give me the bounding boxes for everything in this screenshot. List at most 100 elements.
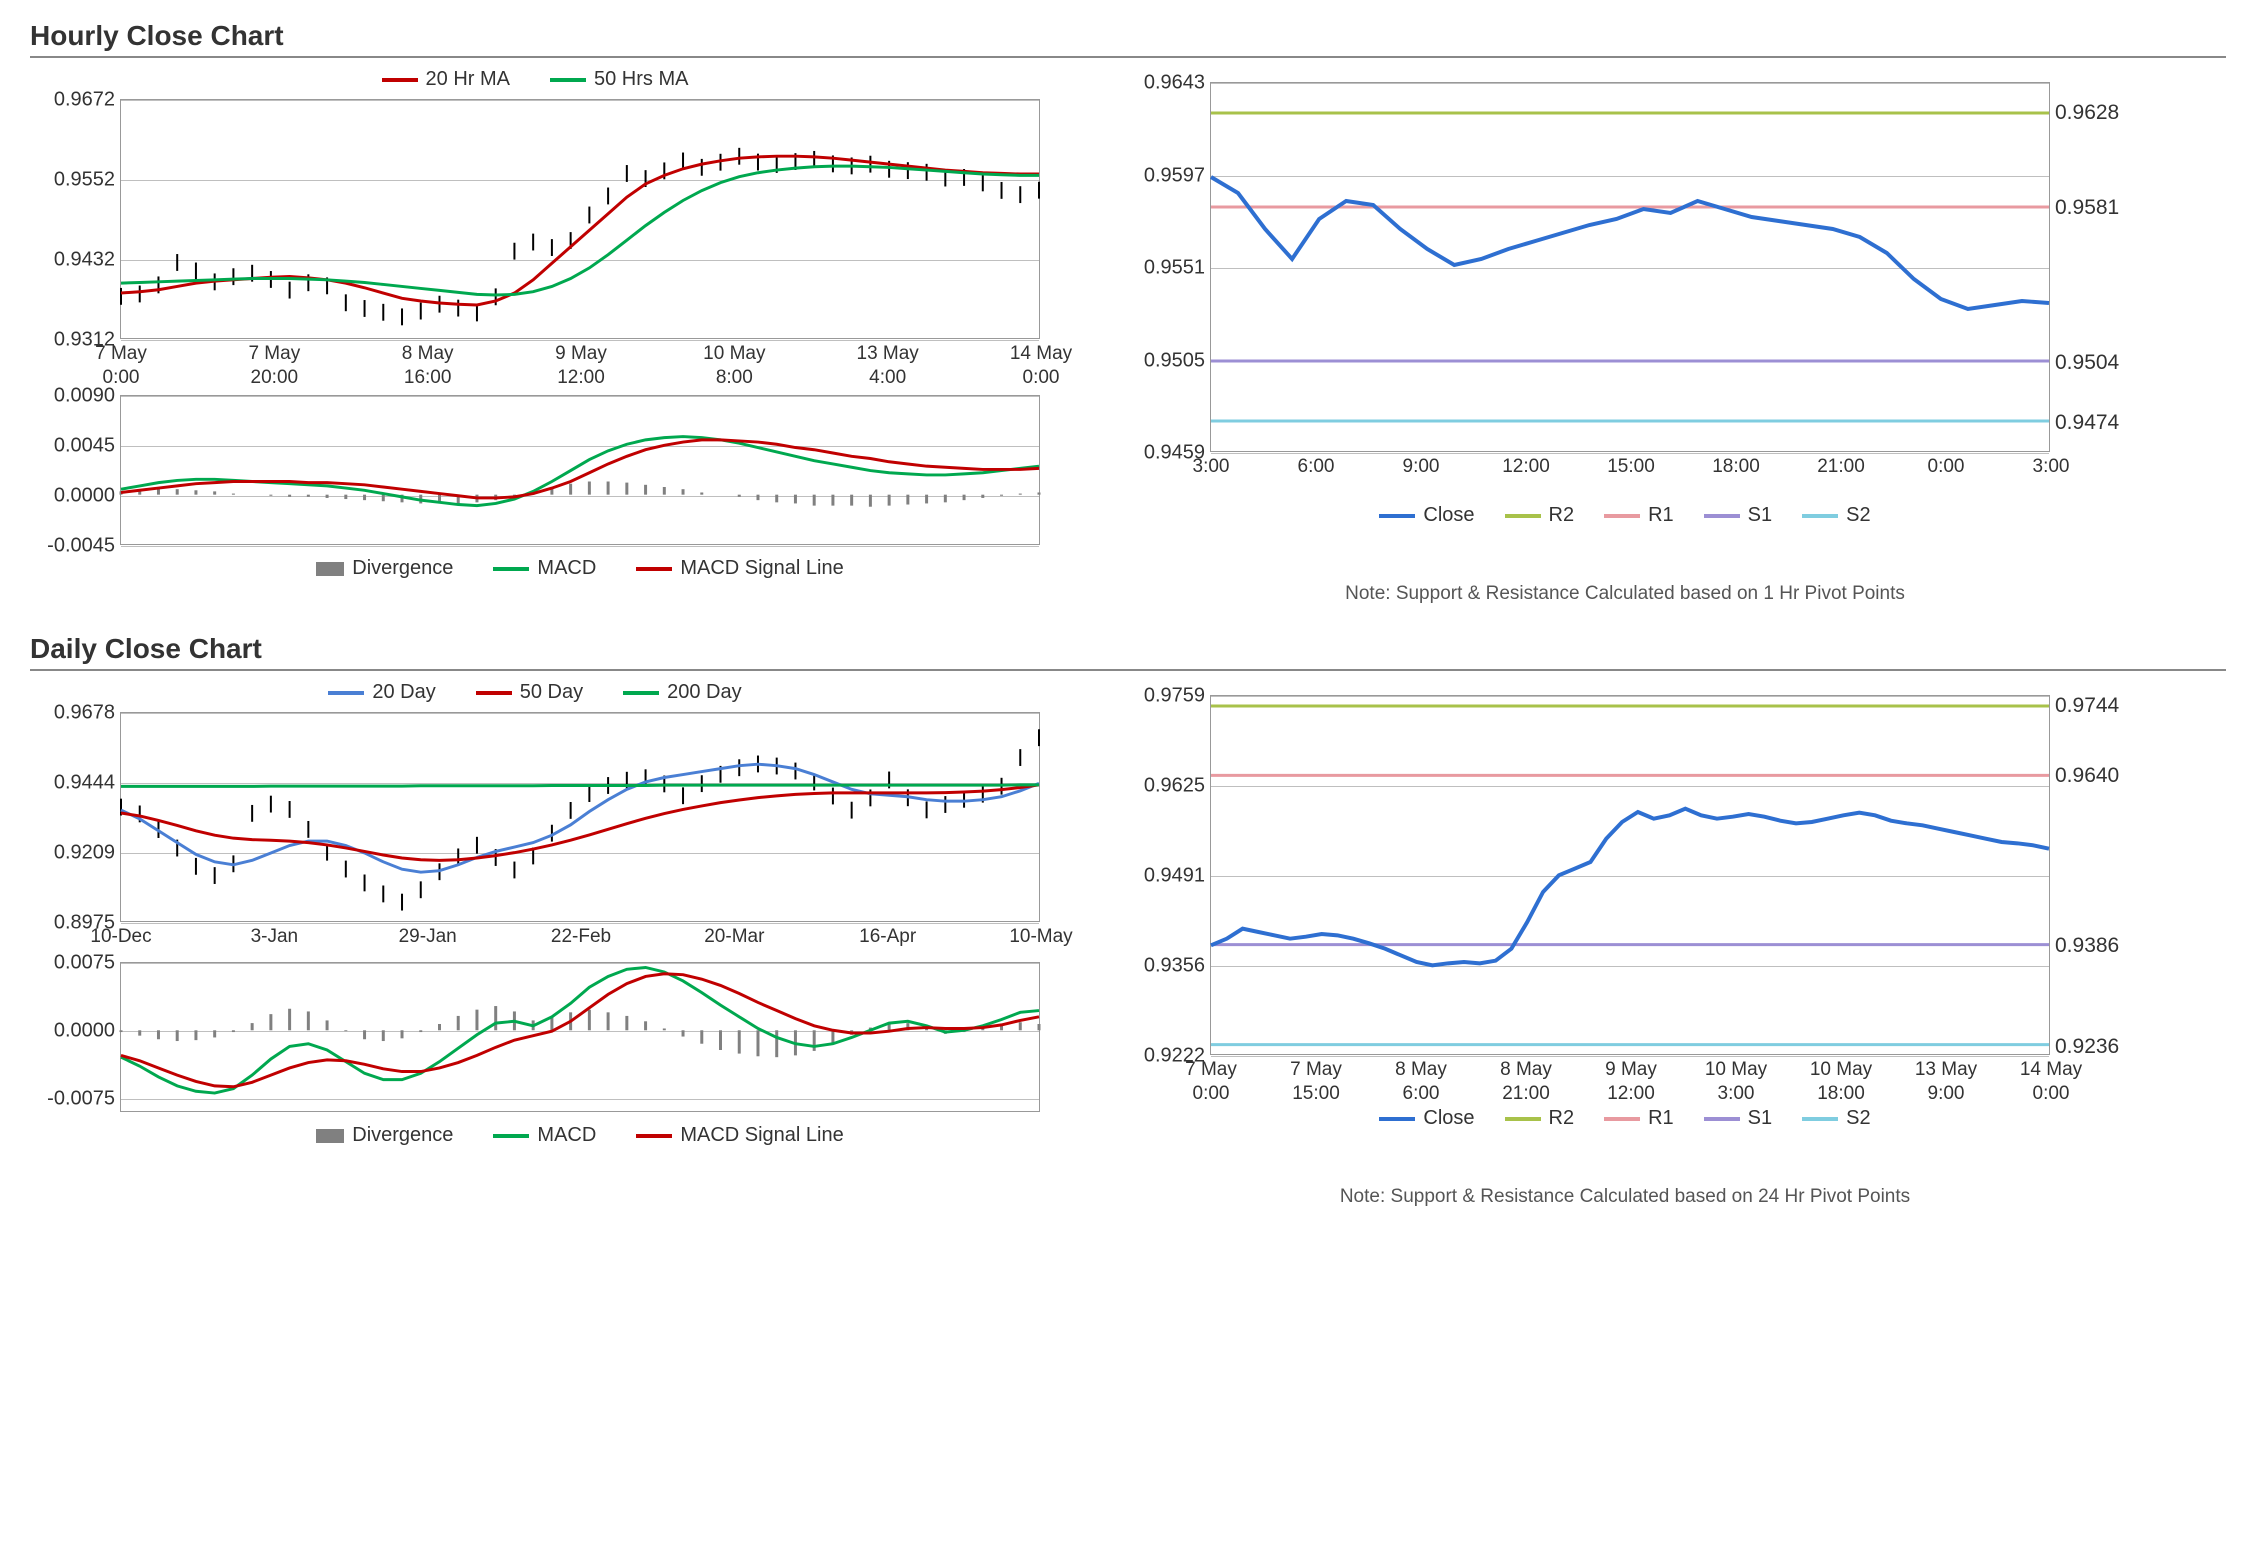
hourly-macd-legend: DivergenceMACDMACD Signal Line bbox=[120, 553, 1040, 588]
xtick-label: 20-Mar bbox=[704, 925, 764, 949]
legend-item: 50 Hrs MA bbox=[550, 68, 688, 91]
hourly-pivot-legend: CloseR2R1S1S2 bbox=[1120, 504, 2130, 527]
legend-item: S1 bbox=[1704, 1107, 1772, 1130]
xtick-label: 14 May0:00 bbox=[2020, 1058, 2082, 1106]
ytick-label: 0.9672 bbox=[54, 89, 115, 112]
xtick-label: 10 May8:00 bbox=[703, 342, 765, 390]
xtick-label: 9 May12:00 bbox=[555, 342, 607, 390]
xtick-label: 8 May16:00 bbox=[402, 342, 454, 390]
legend-item: 20 Day bbox=[328, 681, 435, 704]
level-label: 0.9640 bbox=[2055, 764, 2119, 788]
level-label: 0.9581 bbox=[2055, 196, 2119, 220]
close-line bbox=[1211, 809, 2049, 966]
xtick-label: 8 May6:00 bbox=[1395, 1058, 1447, 1106]
xtick-label: 10-Dec bbox=[90, 925, 151, 949]
legend-item: Divergence bbox=[316, 1124, 453, 1147]
legend-item: R2 bbox=[1505, 504, 1575, 527]
ma50-line bbox=[121, 166, 1039, 295]
legend-item: MACD Signal Line bbox=[636, 557, 843, 580]
hourly-pivot-note: Note: Support & Resistance Calculated ba… bbox=[1120, 583, 2130, 605]
ytick-label: 0.9505 bbox=[1144, 349, 1205, 372]
xtick-label: 10 May18:00 bbox=[1810, 1058, 1872, 1106]
daily-title: Daily Close Chart bbox=[30, 633, 2226, 671]
level-label: 0.9504 bbox=[2055, 351, 2119, 375]
xtick-label: 12:00 bbox=[1502, 455, 1550, 479]
ytick-label: 0.9551 bbox=[1144, 257, 1205, 280]
xtick-label: 15:00 bbox=[1607, 455, 1655, 479]
ytick-label: 0.9209 bbox=[54, 842, 115, 865]
xtick-label: 22-Feb bbox=[551, 925, 611, 949]
xtick-label: 7 May0:00 bbox=[95, 342, 147, 390]
ytick-label: -0.0045 bbox=[47, 535, 115, 558]
ytick-label: -0.0075 bbox=[47, 1088, 115, 1111]
ma20-line bbox=[121, 764, 1039, 872]
ytick-label: 0.9432 bbox=[54, 249, 115, 272]
xtick-label: 7 May20:00 bbox=[248, 342, 300, 390]
xtick-label: 3-Jan bbox=[251, 925, 299, 949]
ytick-label: 0.9625 bbox=[1144, 774, 1205, 797]
xtick-label: 6:00 bbox=[1298, 455, 1335, 479]
legend-item: MACD bbox=[493, 557, 596, 580]
legend-item: S2 bbox=[1802, 504, 1870, 527]
close-line bbox=[1211, 177, 2049, 309]
xtick-label: 21:00 bbox=[1817, 455, 1865, 479]
legend-item: S2 bbox=[1802, 1107, 1870, 1130]
legend-item: Close bbox=[1379, 504, 1474, 527]
legend-item: 50 Day bbox=[476, 681, 583, 704]
daily-pivot-chart: 0.92220.93560.94910.96250.97597 May0:007… bbox=[1210, 695, 2050, 1055]
ytick-label: 0.0045 bbox=[54, 435, 115, 458]
daily-macd-chart: -0.00750.00000.0075 bbox=[120, 962, 1040, 1112]
ytick-label: 0.9356 bbox=[1144, 955, 1205, 978]
ytick-label: 0.9759 bbox=[1144, 685, 1205, 708]
level-label: 0.9386 bbox=[2055, 934, 2119, 958]
legend-item: R1 bbox=[1604, 1107, 1674, 1130]
ytick-label: 0.0000 bbox=[54, 1020, 115, 1043]
daily-pivot-legend: Close R2 R1 S1 S2 bbox=[1120, 1107, 2130, 1130]
level-label: 0.9474 bbox=[2055, 411, 2119, 435]
hourly-pivot-chart: 0.94590.95050.95510.95970.96433:006:009:… bbox=[1210, 82, 2050, 452]
xtick-label: 13 May9:00 bbox=[1915, 1058, 1977, 1106]
xtick-label: 3:00 bbox=[1193, 455, 1230, 479]
xtick-label: 14 May0:00 bbox=[1010, 342, 1072, 390]
legend-item: MACD bbox=[493, 1124, 596, 1147]
level-label: 0.9628 bbox=[2055, 101, 2119, 125]
ytick-label: 0.0090 bbox=[54, 385, 115, 408]
ytick-label: 0.9552 bbox=[54, 169, 115, 192]
ytick-label: 0.0000 bbox=[54, 485, 115, 508]
legend-item: R1 bbox=[1604, 504, 1674, 527]
xtick-label: 10-May bbox=[1009, 925, 1072, 949]
xtick-label: 29-Jan bbox=[399, 925, 457, 949]
hourly-title: Hourly Close Chart bbox=[30, 20, 2226, 58]
legend-item: 200 Day bbox=[623, 681, 742, 704]
daily-price-chart: 0.89750.92090.94440.967810-Dec3-Jan29-Ja… bbox=[120, 712, 1040, 922]
ytick-label: 0.9597 bbox=[1144, 164, 1205, 187]
xtick-label: 8 May21:00 bbox=[1500, 1058, 1552, 1106]
signal-line bbox=[121, 440, 1039, 498]
legend-item: MACD Signal Line bbox=[636, 1124, 843, 1147]
level-label: 0.9236 bbox=[2055, 1035, 2119, 1059]
xtick-label: 16-Apr bbox=[859, 925, 916, 949]
hourly-price-legend: 20 Hr MA 50 Hrs MA bbox=[30, 64, 1040, 99]
ytick-label: 0.9643 bbox=[1144, 72, 1205, 95]
ytick-label: 0.9678 bbox=[54, 702, 115, 725]
macd-line bbox=[121, 437, 1039, 506]
ytick-label: 0.0075 bbox=[54, 952, 115, 975]
ma200-line bbox=[121, 785, 1039, 786]
legend-item: R2 bbox=[1505, 1107, 1575, 1130]
xtick-label: 3:00 bbox=[2033, 455, 2070, 479]
ytick-label: 0.9444 bbox=[54, 771, 115, 794]
legend-item: Close bbox=[1379, 1107, 1474, 1130]
xtick-label: 13 May4:00 bbox=[857, 342, 919, 390]
hourly-macd-chart: -0.00450.00000.00450.0090 bbox=[120, 395, 1040, 545]
daily-pivot-note: Note: Support & Resistance Calculated ba… bbox=[1120, 1186, 2130, 1208]
daily-macd-legend: Divergence MACD MACD Signal Line bbox=[120, 1120, 1040, 1155]
legend-item: 20 Hr MA bbox=[382, 68, 510, 91]
xtick-label: 7 May15:00 bbox=[1290, 1058, 1342, 1106]
xtick-label: 10 May3:00 bbox=[1705, 1058, 1767, 1106]
ytick-label: 0.9491 bbox=[1144, 864, 1205, 887]
xtick-label: 9 May12:00 bbox=[1605, 1058, 1657, 1106]
level-label: 0.9744 bbox=[2055, 694, 2119, 718]
xtick-label: 9:00 bbox=[1403, 455, 1440, 479]
xtick-label: 0:00 bbox=[1928, 455, 1965, 479]
xtick-label: 7 May0:00 bbox=[1185, 1058, 1237, 1106]
